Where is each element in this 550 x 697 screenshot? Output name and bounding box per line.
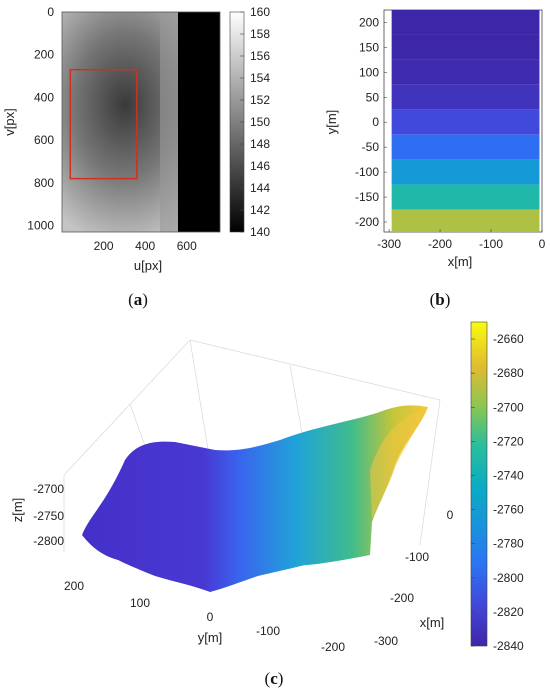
b-y-tick-label: -50 <box>362 140 380 154</box>
panel-a-transition-noise <box>160 12 178 232</box>
c-y-tick-label: -200 <box>321 640 345 654</box>
c-z-tick-label: -2800 <box>33 534 64 548</box>
b-field-band <box>391 59 540 85</box>
a-colorbar-tick-label: 150 <box>250 115 270 129</box>
b-y-tick-label: -200 <box>355 215 379 229</box>
c-z-tick-label: -2700 <box>33 482 64 496</box>
b-x-tick-label: -300 <box>377 237 401 251</box>
panel-a-y-ticks: 0 200 400 600 800 1000 <box>27 5 54 233</box>
panel-b-y-ticks: 200 150 100 50 0 -50 -100 -150 -200 <box>355 15 387 229</box>
c-y-tick-label: 200 <box>64 579 84 593</box>
panel-b-x-ticks: -300 -200 -100 0 <box>377 229 546 251</box>
roi-rectangle <box>69 68 138 180</box>
a-x-tick-label: 200 <box>94 239 114 253</box>
surface-body <box>82 405 428 592</box>
b-field-band <box>391 134 540 160</box>
b-y-tick-label: -100 <box>355 165 379 179</box>
b-x-tick-label: -200 <box>428 237 452 251</box>
a-colorbar-tick-label: 146 <box>250 159 270 173</box>
b-y-tick-label: 200 <box>359 15 379 29</box>
b-field-band <box>391 109 540 135</box>
panel-c-3d-box <box>63 339 441 552</box>
panel-c-x-label: x[m] <box>420 615 445 630</box>
b-field-band <box>391 209 540 232</box>
a-colorbar-tick-label: 156 <box>250 49 270 63</box>
surface-ridge <box>370 408 425 520</box>
panel-a-x-label: u[px] <box>134 258 162 273</box>
panel-a-y-label: v[px] <box>2 108 17 135</box>
c-colorbar-tick-label: -2720 <box>493 434 524 448</box>
c-colorbar-tick-label: -2780 <box>493 537 524 551</box>
b-x-tick-label: -100 <box>479 237 503 251</box>
panel-a-colorbar-ticks: 140 142 144 146 148 150 152 154 156 158 160 <box>240 5 270 239</box>
panel-c-y-label: y[m] <box>198 630 223 645</box>
c-colorbar-tick-label: -2820 <box>493 605 524 619</box>
c-colorbar-tick-label: -2760 <box>493 503 524 517</box>
panel-c-colorbar-ticks: -2660 -2680 -2700 -2720 -2740 -2760 -2780 -2800… <box>471 332 524 653</box>
b-y-tick-label: 0 <box>372 115 379 129</box>
a-colorbar-tick-label: 140 <box>250 225 270 239</box>
c-colorbar-tick-label: -2680 <box>493 366 524 380</box>
a-colorbar-tick-label: 144 <box>250 181 270 195</box>
c-colorbar-tick-label: -2700 <box>493 400 524 414</box>
c-x-tick-label: 0 <box>447 508 454 522</box>
panel-c-z-label: z[m] <box>10 498 25 523</box>
panel-c-colorbar <box>470 321 488 647</box>
b-y-tick-label: 50 <box>366 90 380 104</box>
b-y-tick-label: -150 <box>355 190 379 204</box>
c-z-tick-label: -2750 <box>33 509 64 523</box>
a-colorbar-tick-label: 148 <box>250 137 270 151</box>
a-y-tick-label: 400 <box>34 90 54 104</box>
a-colorbar-tick-label: 154 <box>250 71 270 85</box>
b-y-tick-label: 150 <box>359 40 379 54</box>
c-y-tick-label: 0 <box>207 610 214 624</box>
a-x-tick-label: 600 <box>177 239 197 253</box>
a-colorbar-tick-label: 142 <box>250 203 270 217</box>
c-colorbar-tick-label: -2840 <box>493 639 524 653</box>
panel-c-3d-surface: -2700 -2750 -2800 200 100 0 -100 -200 0 -100 -20… <box>10 321 524 654</box>
a-y-tick-label: 1000 <box>27 219 54 233</box>
panel-c-y-ticks: 200 100 0 -100 -200 <box>64 579 345 654</box>
c-colorbar-tick-label: -2740 <box>493 468 524 482</box>
b-field-band <box>391 184 540 210</box>
a-colorbar-tick-label: 160 <box>250 5 270 19</box>
b-field-band <box>391 34 540 60</box>
b-x-tick-label: 0 <box>539 237 546 251</box>
panel-c-z-ticks: -2700 -2750 -2800 <box>33 482 64 548</box>
panel-c-x-ticks: 0 -100 -200 -300 <box>374 508 454 648</box>
c-x-tick-label: -100 <box>405 550 429 564</box>
panel-a-no-data-region <box>178 12 220 232</box>
a-colorbar-tick-label: 152 <box>250 93 270 107</box>
b-field-band <box>391 159 540 185</box>
a-colorbar-tick-label: 158 <box>250 27 270 41</box>
a-y-tick-label: 600 <box>34 133 54 147</box>
a-x-tick-label: 400 <box>135 239 155 253</box>
a-y-tick-label: 800 <box>34 176 54 190</box>
panel-b-y-label: y[m] <box>324 110 339 135</box>
b-y-tick-label: 100 <box>359 65 379 79</box>
c-y-tick-label: 100 <box>130 596 150 610</box>
panel-a-x-ticks: 200 400 600 <box>94 239 198 253</box>
b-field-band <box>391 84 540 110</box>
caption-c: (c) <box>265 669 284 688</box>
c-colorbar-tick-label: -2660 <box>493 332 524 346</box>
panel-b-x-label: x[m] <box>448 254 473 269</box>
panel-b-field <box>391 10 540 232</box>
c-colorbar-tick-label: -2800 <box>493 571 524 585</box>
c-x-tick-label: -300 <box>374 634 398 648</box>
caption-b: (b) <box>430 290 451 309</box>
a-y-tick-label: 0 <box>47 5 54 19</box>
panel-b-heatmap: -300 -200 -100 0 200 150 100 50 0 -50 -100 -150 -20… <box>324 9 546 269</box>
b-field-band <box>391 10 540 35</box>
panel-a-frame <box>61 11 221 233</box>
a-y-tick-label: 200 <box>34 48 54 62</box>
c-x-tick-label: -200 <box>390 591 414 605</box>
c-y-tick-label: -100 <box>256 624 280 638</box>
caption-a: (a) <box>128 290 148 309</box>
